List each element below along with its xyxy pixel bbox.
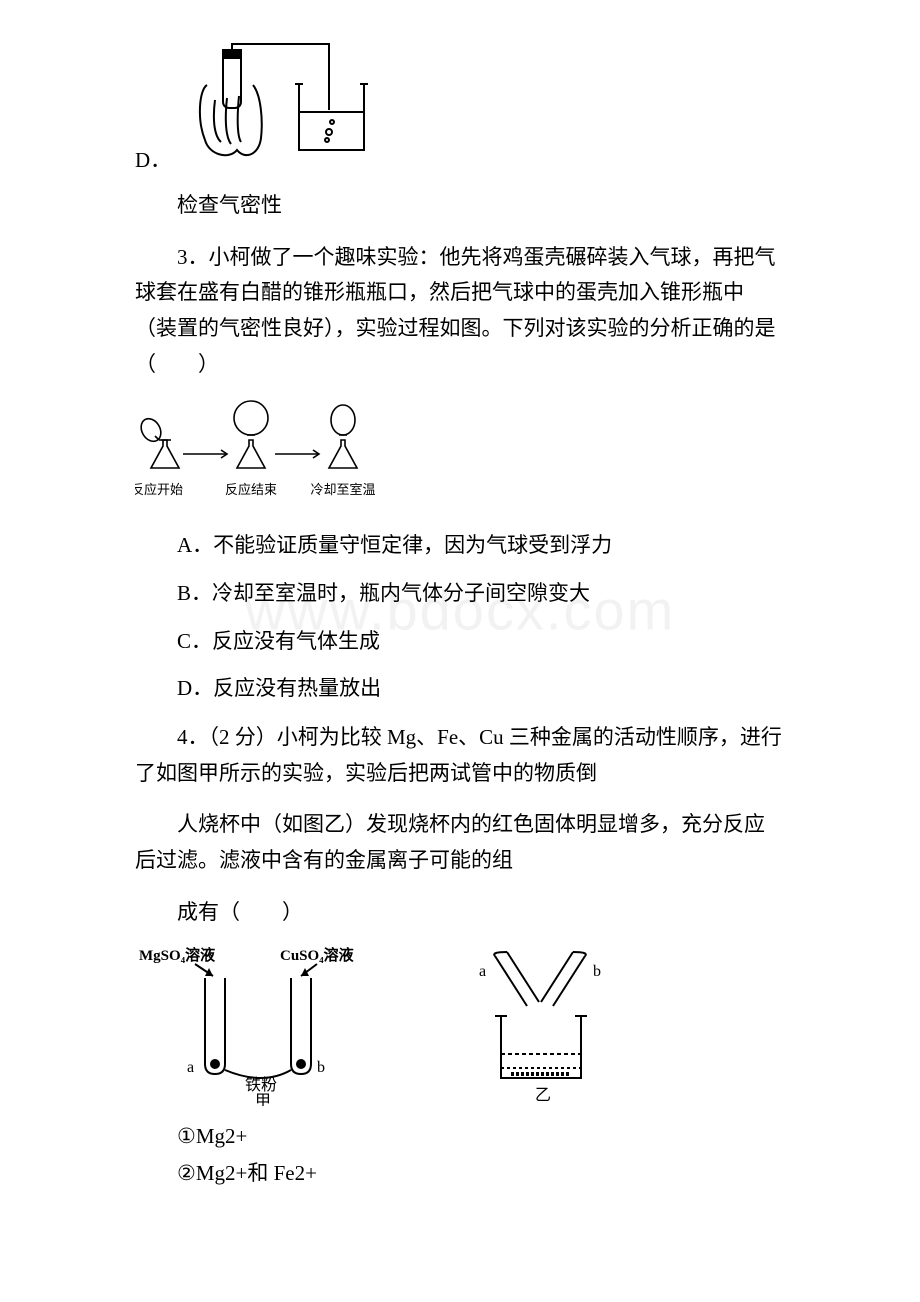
q4-figures: MgSO₄溶液 CuSO₄溶液 a b 铁粉 甲	[135, 946, 785, 1106]
option-d-label: D．	[135, 144, 171, 174]
airtight-check-diagram	[179, 40, 409, 180]
q4-text-part2: 人烧杯中（如图乙）发现烧杯内的红色固体明显增多，充分反应后过滤。滤液中含有的金属…	[135, 807, 785, 878]
q3-text: 3．小柯做了一个趣味实验：他先将鸡蛋壳碾碎装入气球，再把气球套在盛有白醋的锥形瓶…	[135, 240, 785, 383]
q4-figure-yi: a b 乙	[455, 946, 625, 1106]
label-yi: 乙	[535, 1087, 551, 1104]
q4-text-part3: 成有（ ）	[135, 895, 785, 931]
q3-option-d: D．反应没有热量放出	[177, 672, 785, 706]
option-d-caption: 检查气密性	[177, 188, 785, 224]
label-mgso4: MgSO₄溶液	[139, 946, 216, 964]
q3-stage-label-1: 反应开始	[135, 482, 183, 497]
option-d-row: D．	[135, 40, 785, 180]
q3-stage-label-2: 反应结束	[225, 482, 277, 497]
label-cuso4: CuSO₄溶液	[280, 946, 355, 964]
q3-figure: 反应开始 反应结束 冷却至室温	[135, 398, 785, 509]
q4-sub1: ①Mg2+	[177, 1124, 785, 1149]
q4-sub2: ②Mg2+和 Fe2+	[177, 1157, 785, 1187]
q3-stage-label-3: 冷却至室温	[310, 482, 375, 497]
q3-option-b: B．冷却至室温时，瓶内气体分子间空隙变大	[177, 577, 785, 611]
q4-text-part1: 4．（2 分）小柯为比较 Mg、Fe、Cu 三种金属的活动性顺序，进行了如图甲所…	[135, 720, 785, 791]
label-iron: 铁粉	[245, 1076, 277, 1094]
label-b-jia: b	[317, 1059, 325, 1076]
q4-figure-jia: MgSO₄溶液 CuSO₄溶液 a b 铁粉 甲	[135, 946, 395, 1106]
label-jia: 甲	[255, 1093, 271, 1106]
label-a-yi: a	[479, 963, 486, 980]
label-a-jia: a	[187, 1059, 194, 1076]
q3-option-a: A．不能验证质量守恒定律，因为气球受到浮力	[177, 529, 785, 563]
label-b-yi: b	[593, 963, 601, 980]
q3-option-c: C．反应没有气体生成	[177, 625, 785, 659]
